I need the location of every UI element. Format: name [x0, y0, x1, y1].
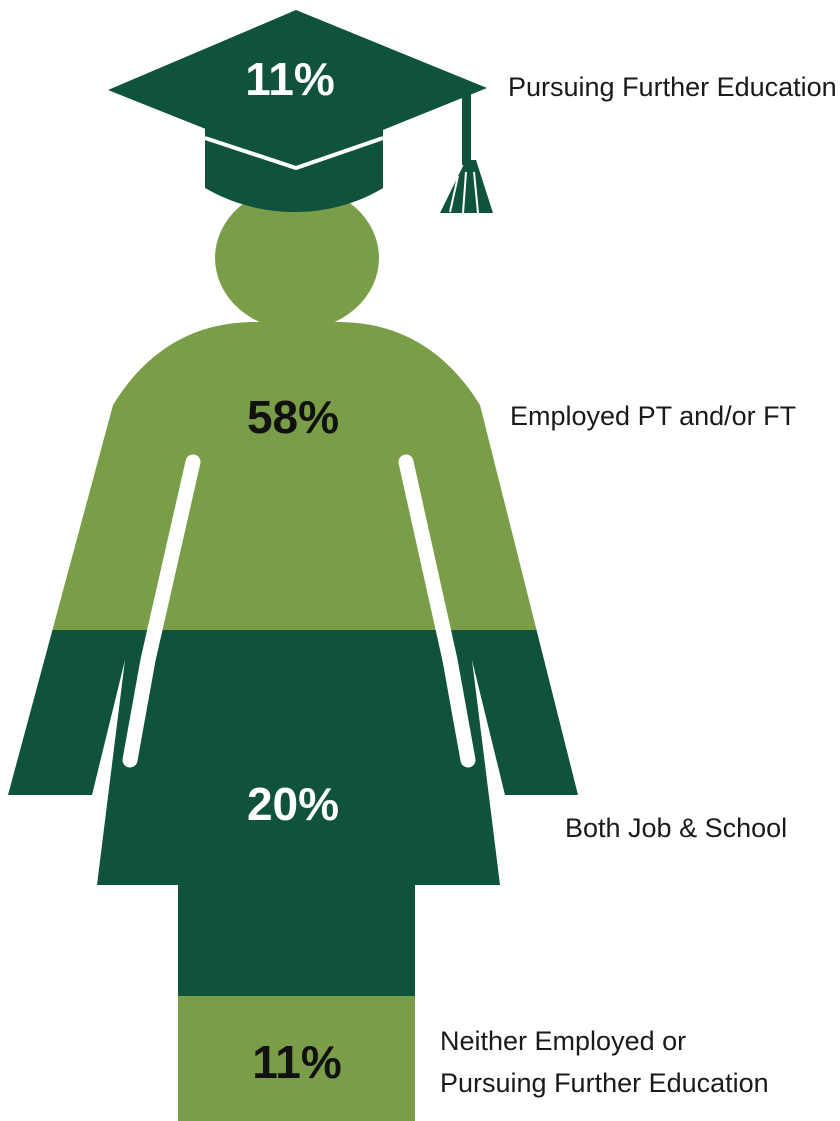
category-label-neither-line-1: Neither Employed or	[440, 1026, 686, 1056]
category-label-neither-line-2: Pursuing Further Education	[440, 1068, 769, 1098]
body-silhouette-both	[8, 630, 578, 1000]
legs-neither	[178, 996, 415, 1121]
category-label-further-education: Pursuing Further Education	[508, 72, 837, 102]
value-label-further-education: 11%	[245, 53, 335, 105]
graduation-cap-icon	[108, 10, 493, 214]
value-label-neither: 11%	[252, 1036, 342, 1088]
category-label-employed: Employed PT and/or FT	[510, 401, 796, 431]
arm-gap-right	[398, 454, 476, 768]
value-label-employed: 58%	[247, 391, 339, 443]
value-label-both: 20%	[247, 778, 339, 830]
arm-gap-left	[122, 454, 201, 768]
category-label-both: Both Job & School	[565, 813, 787, 843]
